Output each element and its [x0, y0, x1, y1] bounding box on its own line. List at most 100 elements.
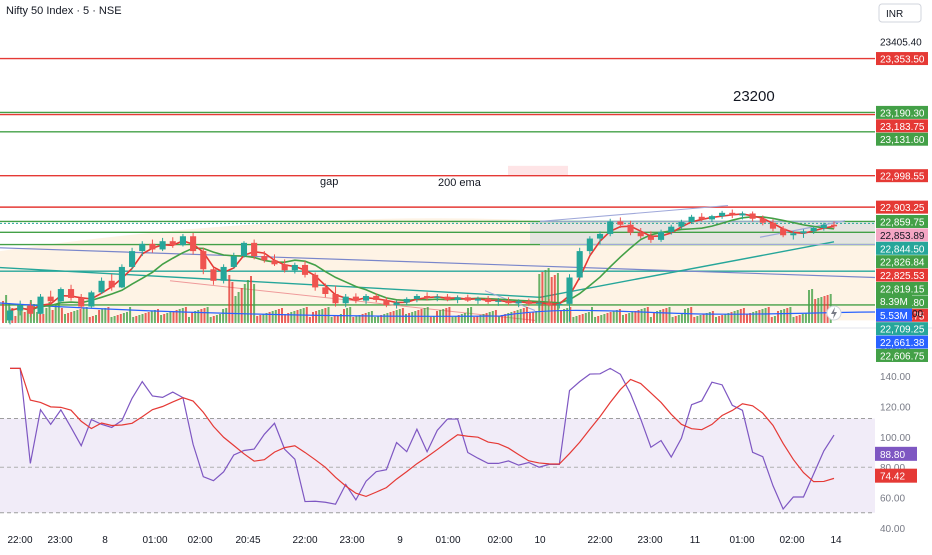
- volume-bar: [575, 316, 578, 323]
- trend-line-7: [539, 205, 729, 222]
- volume-bar: [783, 309, 786, 323]
- price-level-tag: [876, 52, 928, 66]
- volume-bar: [20, 304, 23, 323]
- volume-bar: [702, 314, 705, 323]
- candle-body: [688, 216, 695, 223]
- volume-bar: [640, 309, 643, 323]
- volume-bar: [808, 290, 810, 323]
- volume-bar: [374, 317, 376, 323]
- volume-bar: [656, 311, 659, 323]
- candle-body: [413, 295, 420, 299]
- volume-bar: [76, 310, 79, 323]
- volume-bar: [191, 312, 194, 323]
- volume-bar: [380, 315, 383, 323]
- volume-bar: [206, 307, 209, 323]
- volume-bar: [671, 317, 674, 323]
- volume-bar: [315, 311, 318, 323]
- candle-body: [322, 287, 329, 294]
- volume-bar: [594, 317, 597, 323]
- currency-label[interactable]: INR: [886, 9, 903, 20]
- volume-bar: [730, 312, 733, 323]
- candle-body: [362, 295, 370, 301]
- lightning-icon[interactable]: [826, 305, 842, 321]
- volume-bar: [547, 268, 550, 323]
- volume-bar: [485, 313, 488, 323]
- volume-bar: [684, 309, 686, 323]
- volume-bar: [780, 310, 783, 323]
- volume-bar: [85, 307, 88, 323]
- volume-bar: [770, 317, 773, 323]
- volume-bar: [758, 310, 761, 323]
- volume-bar: [110, 317, 113, 323]
- volume-bar: [361, 314, 364, 323]
- volume-bar: [73, 311, 76, 323]
- candle-body: [37, 296, 44, 314]
- volume-bar: [615, 310, 618, 323]
- volume-bar: [169, 312, 172, 323]
- axis-labels: 23405.40 22:00 23:00 8 01:00 02:00 20:45 22:00 2…: [7, 37, 922, 546]
- price-level-label: 23,131.60: [880, 135, 925, 146]
- volume-bar: [39, 306, 42, 323]
- time-tick-label: 8: [102, 535, 108, 546]
- volume-bar: [817, 298, 820, 323]
- volume-bar: [370, 311, 373, 323]
- volume-bar: [367, 312, 370, 323]
- volume-bar: [423, 308, 426, 323]
- volume-bar: [54, 304, 57, 323]
- volume-bar: [383, 314, 386, 323]
- price-level-tag: [876, 335, 928, 349]
- volume-bar: [231, 282, 234, 323]
- volume-label: 5.53M: [880, 311, 908, 322]
- candle-body: [607, 221, 614, 234]
- volume-bar: [157, 309, 159, 323]
- volume-bar: [116, 315, 119, 323]
- volume-bar: [463, 313, 466, 323]
- trend-line-2: [539, 241, 835, 298]
- volume-bar: [708, 312, 711, 323]
- rsi-tick-label: 140.00: [880, 372, 911, 383]
- volume-bar: [718, 316, 721, 323]
- volume-bar: [243, 284, 246, 323]
- volume-bar: [253, 284, 256, 323]
- volume-bar: [209, 317, 212, 323]
- volume-bar: [643, 308, 646, 323]
- time-tick-label: 01:00: [435, 535, 460, 546]
- ma-slow-line: [9, 216, 835, 312]
- rsi-panel: 160.00140.00120.00100.0080.0060.0040.008…: [0, 342, 917, 535]
- candle-body: [556, 303, 563, 306]
- volume-bar: [308, 317, 311, 323]
- volume-bar: [277, 309, 280, 323]
- currency-button[interactable]: INR: [878, 3, 922, 23]
- volume-bar: [414, 311, 417, 323]
- volume-bar: [752, 312, 755, 323]
- rsi-tick-label: 120.00: [880, 402, 911, 413]
- currency-button-frame[interactable]: [878, 3, 922, 23]
- candle-body: [454, 297, 461, 300]
- volume-bar: [352, 317, 355, 323]
- volume-bar: [392, 311, 395, 323]
- candle-body: [210, 269, 217, 281]
- volume-bar: [609, 312, 612, 323]
- candle-body: [535, 302, 543, 304]
- volume-bar: [178, 309, 181, 323]
- volume-bar: [48, 302, 51, 323]
- price-level-label: 22,903.25: [880, 203, 925, 214]
- candle-body: [586, 238, 593, 252]
- price-level-label: 22,606.75: [880, 351, 925, 362]
- volume-bar: [705, 313, 708, 323]
- volume-bar: [724, 314, 727, 323]
- volume-bar: [680, 314, 683, 323]
- volume-bar: [237, 292, 240, 323]
- candle-body: [271, 260, 278, 265]
- volume-bar: [91, 316, 94, 323]
- volume-bar: [14, 316, 17, 323]
- volume-bar: [454, 316, 457, 323]
- volume-bar: [184, 307, 187, 323]
- gap-zone: [508, 165, 568, 176]
- volume-bar: [721, 315, 724, 323]
- candle-body: [139, 243, 146, 252]
- volume-bar: [451, 317, 454, 323]
- volume-bar: [445, 308, 448, 323]
- candle-body: [78, 297, 85, 307]
